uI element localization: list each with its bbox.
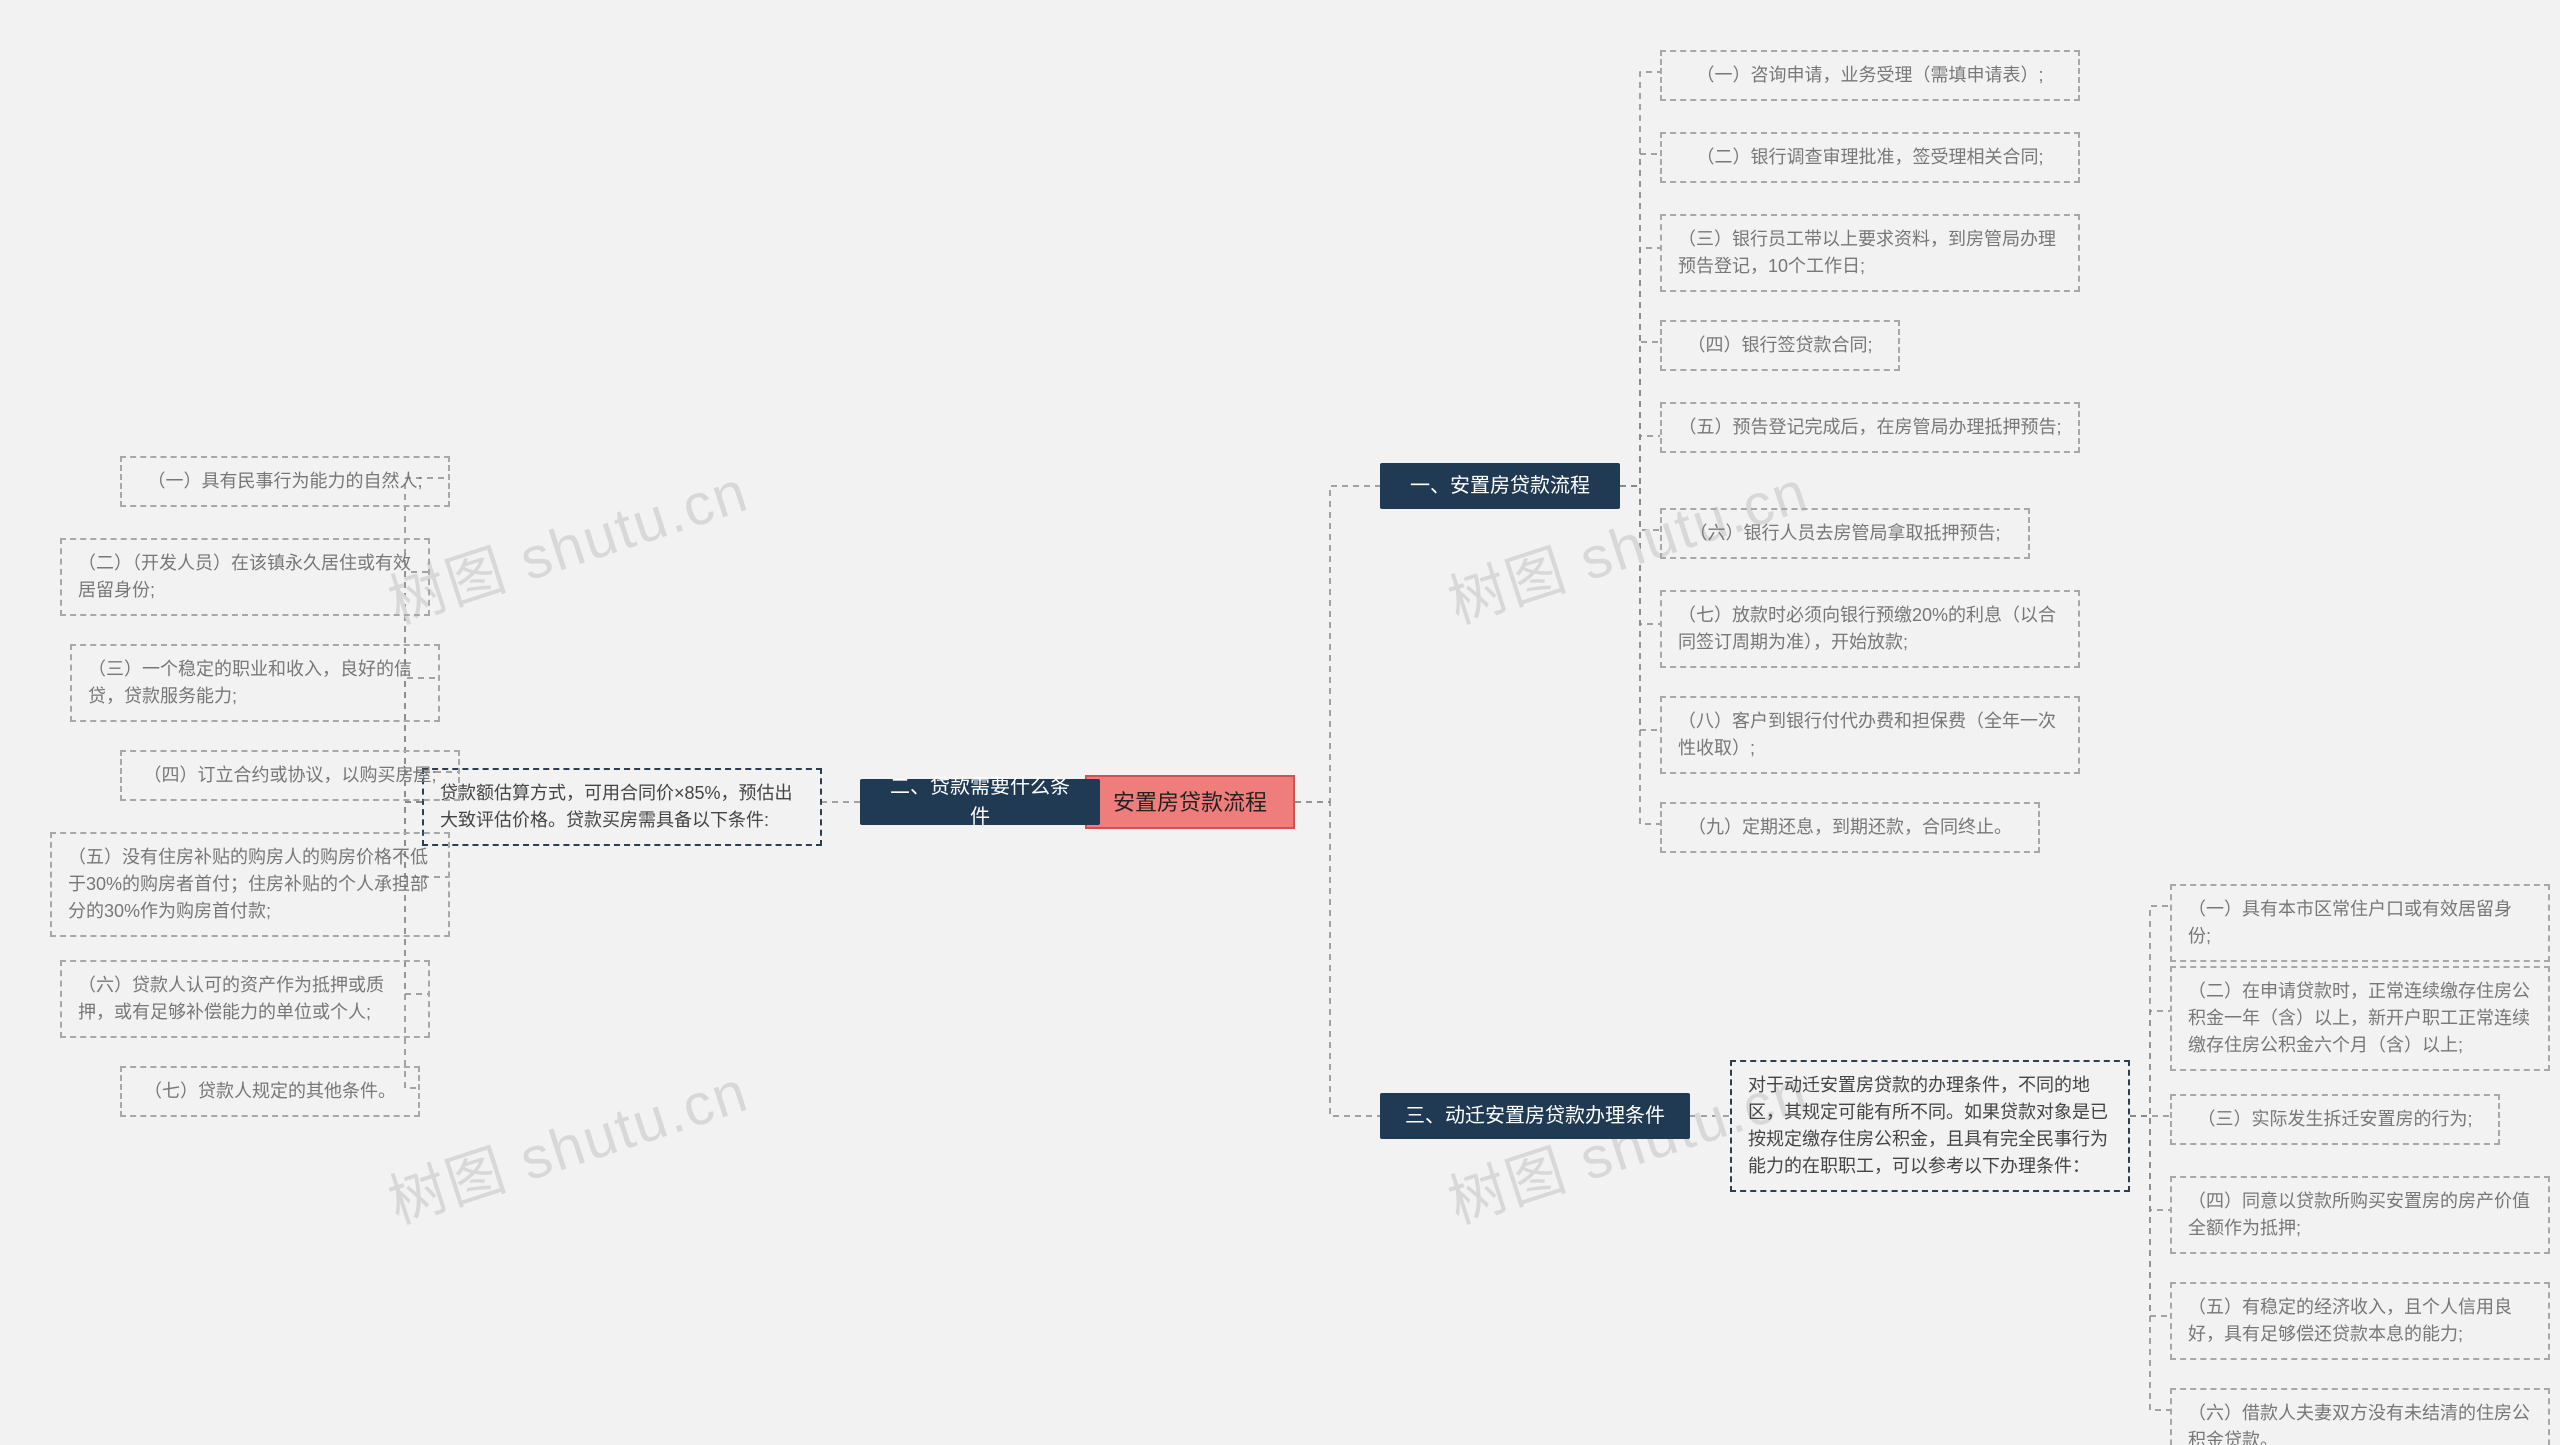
branch3-node: 三、动迁安置房贷款办理条件	[1380, 1093, 1690, 1139]
watermark-3: 树图 shutu.cn	[376, 1044, 757, 1239]
branch1-node: 一、安置房贷款流程	[1380, 463, 1620, 509]
branch1-leaf-2: （三）银行员工带以上要求资料，到房管局办理预告登记，10个工作日;	[1660, 214, 2080, 292]
branch1-leaf-7: （八）客户到银行付代办费和担保费（全年一次性收取）;	[1660, 696, 2080, 774]
branch3-leaf-2: （三）实际发生拆迁安置房的行为;	[2170, 1094, 2500, 1145]
center-node: 安置房贷款流程	[1085, 775, 1295, 829]
branch2-leaf-5: （六）贷款人认可的资产作为抵押或质押，或有足够补偿能力的单位或个人;	[60, 960, 430, 1038]
branch2-leaf-0: （一）具有民事行为能力的自然人;	[120, 456, 450, 507]
branch2-node: 二、贷款需要什么条件	[860, 779, 1100, 825]
branch1-leaf-4: （五）预告登记完成后，在房管局办理抵押预告;	[1660, 402, 2080, 453]
branch3-leaf-4: （五）有稳定的经济收入，且个人信用良好，具有足够偿还贷款本息的能力;	[2170, 1282, 2550, 1360]
branch2-sub: 贷款额估算方式，可用合同价×85%，预估出大致评估价格。贷款买房需具备以下条件:	[422, 768, 822, 846]
branch1-leaf-3: （四）银行签贷款合同;	[1660, 320, 1900, 371]
branch1-leaf-8: （九）定期还息，到期还款，合同终止。	[1660, 802, 2040, 853]
branch2-leaf-3: （四）订立合约或协议，以购买房屋;	[120, 750, 460, 801]
branch3-sub: 对于动迁安置房贷款的办理条件，不同的地区，其规定可能有所不同。如果贷款对象是已按…	[1730, 1060, 2130, 1192]
branch2-leaf-1: （二）（开发人员）在该镇永久居住或有效居留身份;	[60, 538, 430, 616]
branch2-leaf-4: （五）没有住房补贴的购房人的购房价格不低于30%的购房者首付；住房补贴的个人承担…	[50, 832, 450, 937]
branch1-leaf-1: （二）银行调查审理批准，签受理相关合同;	[1660, 132, 2080, 183]
branch2-leaf-6: （七）贷款人规定的其他条件。	[120, 1066, 420, 1117]
branch1-leaf-5: （六）银行人员去房管局拿取抵押预告;	[1660, 508, 2030, 559]
branch3-leaf-1: （二）在申请贷款时，正常连续缴存住房公积金一年（含）以上，新开户职工正常连续缴存…	[2170, 966, 2550, 1071]
branch2-leaf-2: （三）一个稳定的职业和收入，良好的信贷，贷款服务能力;	[70, 644, 440, 722]
branch3-leaf-0: （一）具有本市区常住户口或有效居留身份;	[2170, 884, 2550, 962]
branch3-leaf-3: （四）同意以贷款所购买安置房的房产价值全额作为抵押;	[2170, 1176, 2550, 1254]
branch1-leaf-6: （七）放款时必须向银行预缴20%的利息（以合同签订周期为准），开始放款;	[1660, 590, 2080, 668]
branch3-leaf-5: （六）借款人夫妻双方没有未结清的住房公积金贷款。	[2170, 1388, 2550, 1445]
branch1-leaf-0: （一）咨询申请，业务受理（需填申请表）;	[1660, 50, 2080, 101]
